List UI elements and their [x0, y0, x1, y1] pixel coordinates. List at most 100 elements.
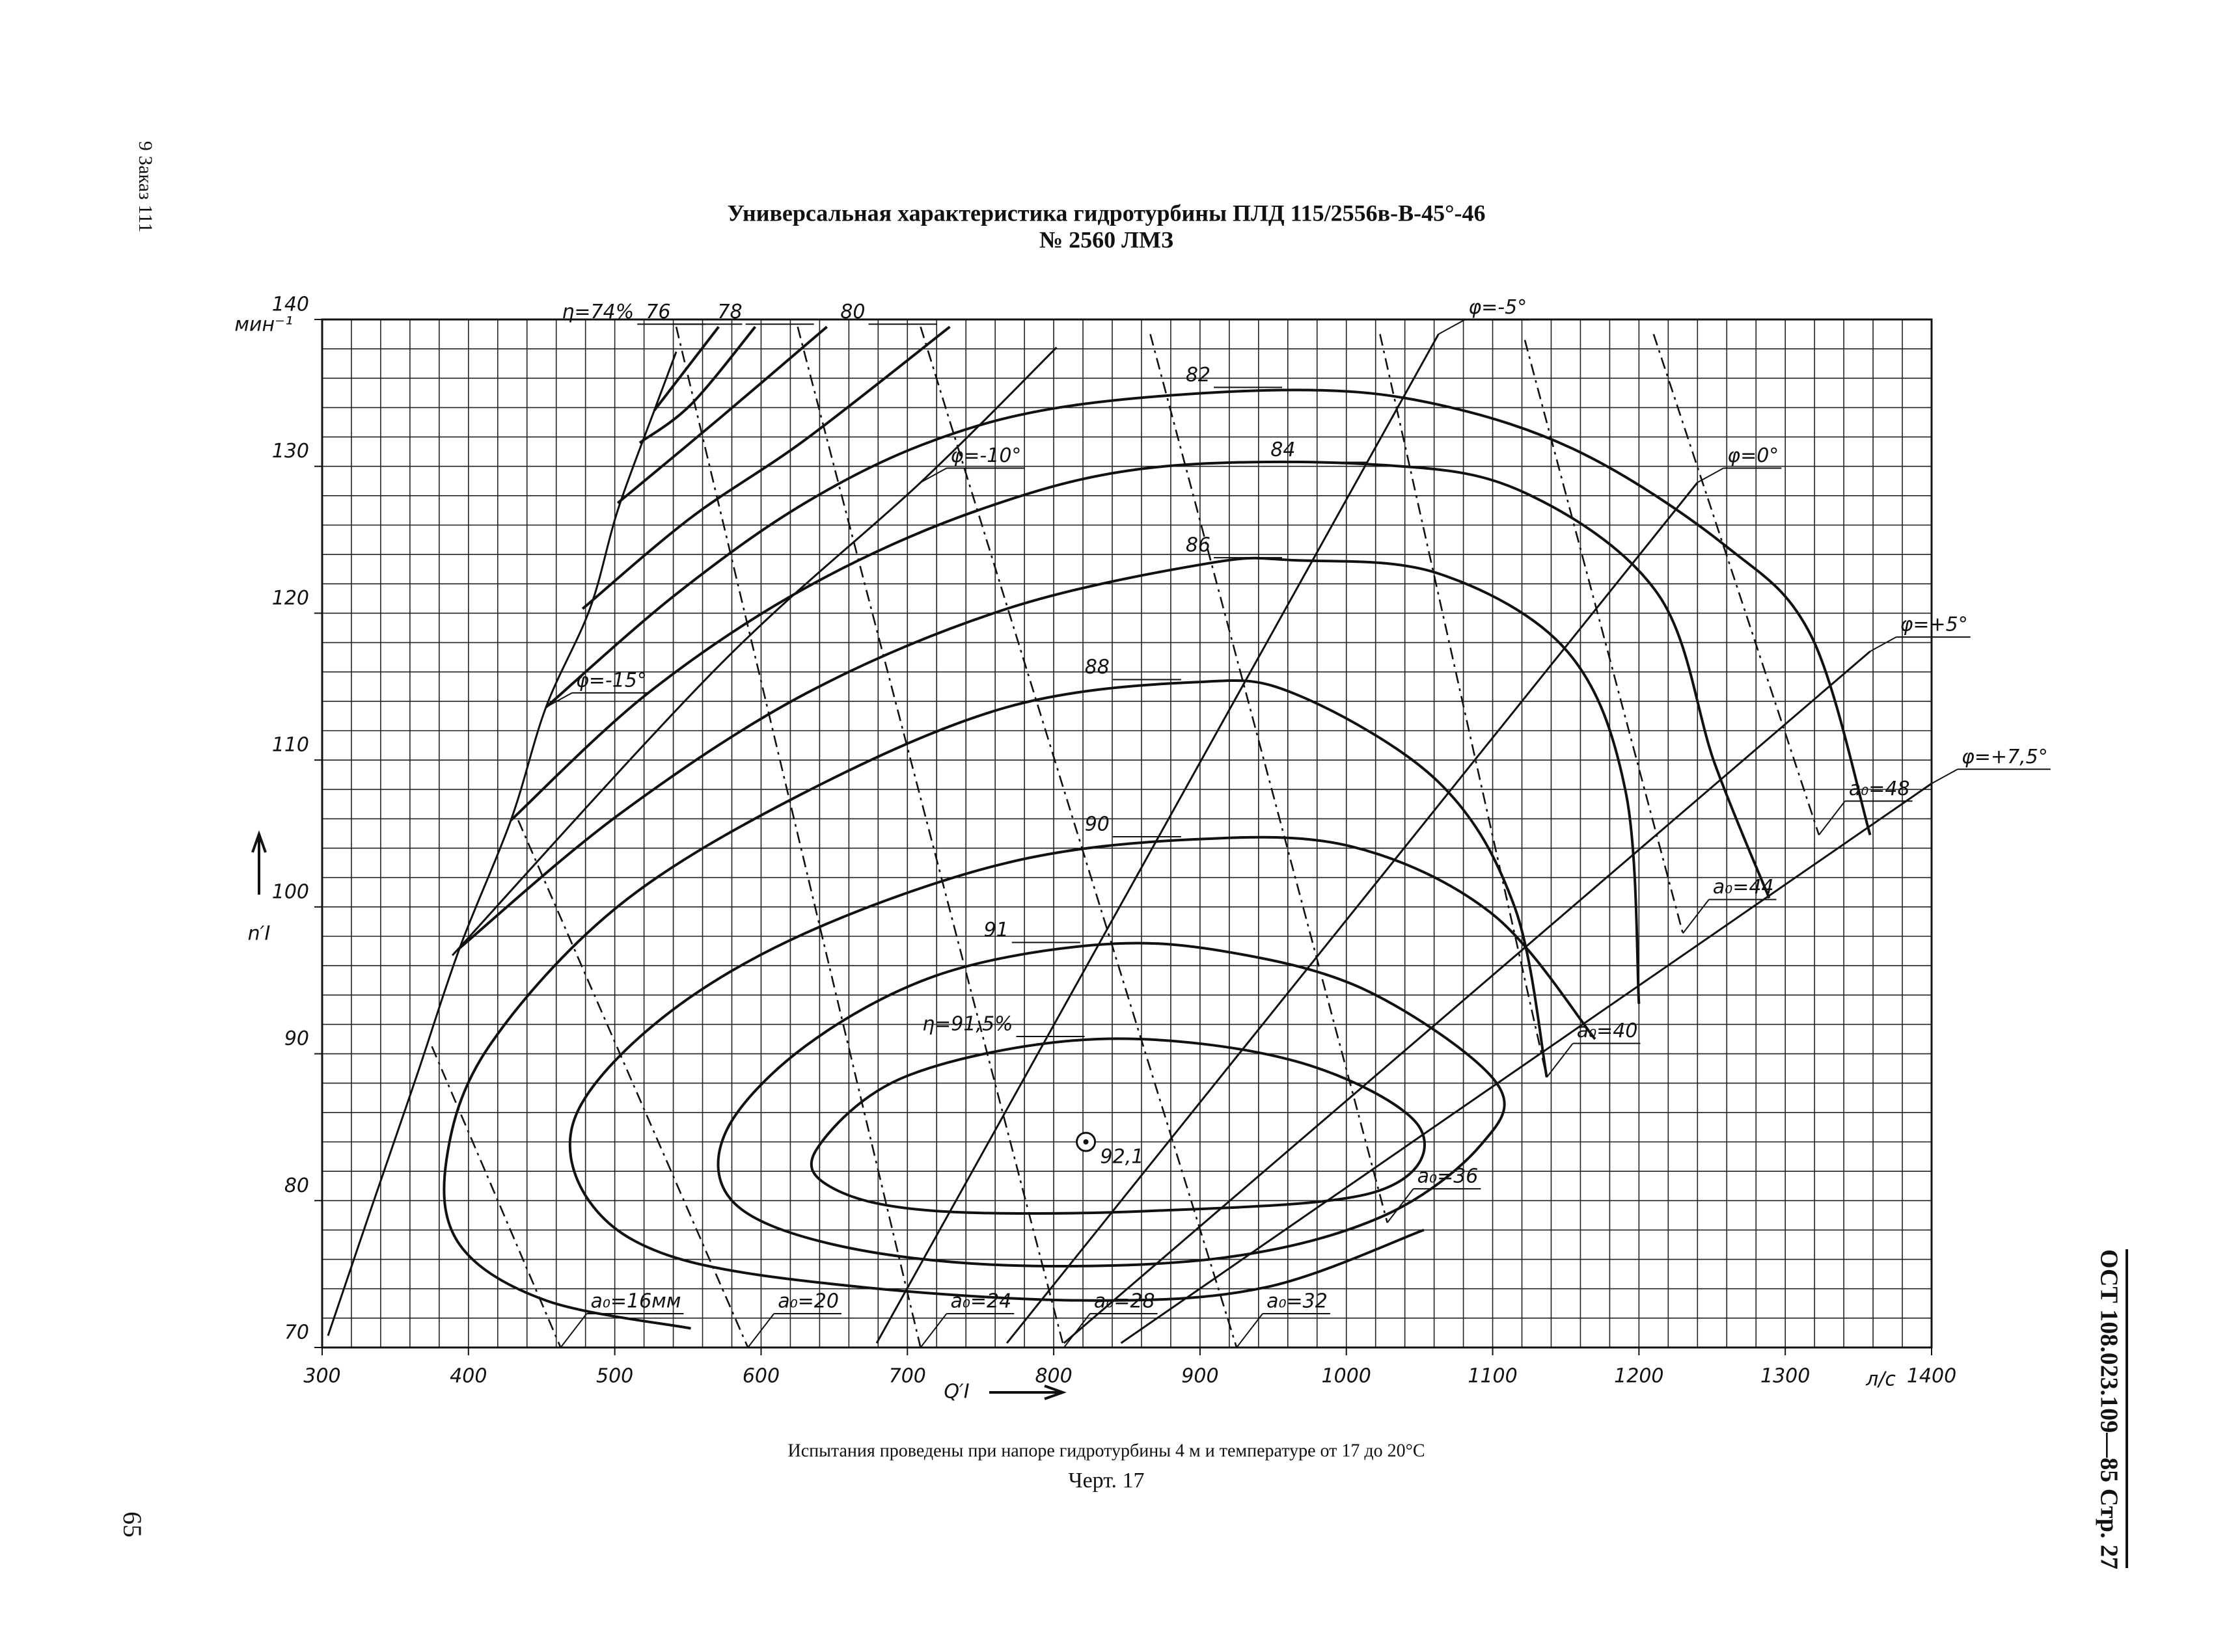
- curve-label: φ=+5°: [1900, 614, 1968, 636]
- curve: [510, 460, 1771, 899]
- leader: [1818, 800, 1846, 835]
- curve-label: 78: [717, 301, 742, 323]
- curve-label: η=74%: [562, 301, 634, 323]
- curve: [875, 333, 1440, 1344]
- footnote: Испытания проведены при напоре гидротурб…: [787, 1441, 1425, 1461]
- curve: [1149, 334, 1388, 1223]
- leader: [1682, 899, 1710, 934]
- curve-label: a₀=28: [1094, 1290, 1155, 1313]
- y-tick-label: 140: [272, 293, 309, 316]
- curve-label: φ=-15°: [576, 669, 647, 692]
- x-tick-label: 1100: [1468, 1365, 1517, 1388]
- chart-title: Универсальная характеристика гидротурбин…: [728, 200, 1486, 226]
- y-tick-label: 90: [284, 1027, 309, 1050]
- curve-label: φ=0°: [1727, 444, 1779, 467]
- leader: [1236, 1313, 1263, 1348]
- curve-label: η=91,5%: [922, 1013, 1013, 1036]
- page-number: 65: [118, 1511, 147, 1537]
- curve: [1379, 334, 1548, 1077]
- curve: [443, 679, 1548, 1330]
- x-tick-label: 1000: [1322, 1365, 1371, 1388]
- y-tick-label: 70: [284, 1321, 309, 1344]
- x-tick-label: 800: [1035, 1365, 1072, 1388]
- curve: [581, 325, 951, 610]
- leader: [1697, 467, 1724, 483]
- curve-label: 88: [1085, 656, 1110, 679]
- curve-label: a₀=48: [1849, 778, 1910, 800]
- curve: [1524, 340, 1684, 934]
- curve-label: a₀=44: [1713, 876, 1774, 899]
- leader: [560, 1313, 588, 1348]
- x-tick-label: 300: [303, 1365, 340, 1388]
- leader: [1386, 1188, 1414, 1223]
- curve: [1063, 650, 1871, 1344]
- x-tick-label: 600: [743, 1365, 780, 1388]
- leader: [545, 692, 573, 708]
- x-tick-label: 1300: [1760, 1365, 1810, 1388]
- y-tick-label: 120: [272, 587, 309, 610]
- leader: [1546, 1043, 1574, 1078]
- curve: [1120, 783, 1932, 1344]
- curve-label: φ=-5°: [1468, 296, 1527, 319]
- curve: [638, 326, 757, 444]
- curve-label: a₀=16мм: [590, 1290, 681, 1313]
- curve-label: 90: [1085, 813, 1110, 836]
- curve: [327, 351, 677, 1336]
- curve-label: a₀=40: [1577, 1020, 1638, 1042]
- leader: [1931, 768, 1958, 785]
- curve-label: 86: [1186, 534, 1210, 557]
- x-arrow: [989, 1385, 1067, 1400]
- y-unit: мин⁻¹: [234, 314, 293, 336]
- curve: [568, 835, 1596, 1302]
- curve: [717, 941, 1506, 1268]
- chart-subtitle: № 2560 ЛМЗ: [1039, 226, 1173, 252]
- curve-label: a₀=20: [778, 1290, 839, 1313]
- caption: Черт. 17: [1068, 1469, 1144, 1493]
- leader: [1438, 319, 1465, 335]
- curve-label: 84: [1270, 439, 1295, 461]
- leader: [920, 467, 947, 483]
- curve-label: 82: [1186, 364, 1210, 386]
- curve: [517, 820, 749, 1347]
- leader: [747, 1313, 775, 1348]
- optimum-label: 92,1: [1101, 1146, 1144, 1169]
- order-stamp: 9 Заказ 111: [135, 141, 156, 232]
- curve: [920, 326, 1238, 1347]
- leader: [1063, 1313, 1091, 1348]
- optimum-dot: [1083, 1139, 1089, 1144]
- x-tick-label: 500: [596, 1365, 633, 1388]
- y-tick-label: 110: [272, 734, 309, 757]
- curve-label: 91: [984, 919, 1009, 941]
- curve: [545, 388, 1872, 835]
- curve-label: 76: [646, 301, 670, 323]
- leader: [1870, 636, 1897, 652]
- y-tick-label: 100: [272, 880, 309, 903]
- curve-label: 80: [840, 301, 865, 323]
- x-axis-label: Q′I: [944, 1381, 969, 1403]
- curves: [327, 325, 1932, 1347]
- curve: [431, 1046, 562, 1347]
- x-tick-label: 900: [1181, 1365, 1218, 1388]
- x-tick-label: 700: [889, 1365, 926, 1388]
- y-tick-label: 80: [284, 1174, 309, 1197]
- x-tick-label: 400: [450, 1365, 487, 1388]
- curve: [616, 325, 828, 504]
- curve-label: a₀=36: [1417, 1165, 1479, 1188]
- curve: [675, 326, 922, 1347]
- plot-frame: [321, 318, 1933, 1349]
- curve: [459, 556, 1641, 1004]
- curve: [810, 1037, 1426, 1215]
- curve: [797, 326, 1065, 1347]
- leader: [920, 1313, 948, 1348]
- x-unit: л/с: [1865, 1368, 1896, 1391]
- y-tick-label: 130: [272, 440, 309, 463]
- curve-label: φ=-10°: [951, 444, 1022, 467]
- y-arrow: [251, 830, 267, 895]
- curve-label: φ=+7,5°: [1962, 746, 2048, 768]
- curve-label: a₀=32: [1266, 1290, 1328, 1313]
- curve: [1005, 481, 1699, 1344]
- curve: [1652, 334, 1820, 835]
- curve-label: a₀=24: [951, 1290, 1012, 1313]
- y-axis-label: n′I: [248, 923, 271, 945]
- x-tick-label: 1400: [1907, 1365, 1956, 1388]
